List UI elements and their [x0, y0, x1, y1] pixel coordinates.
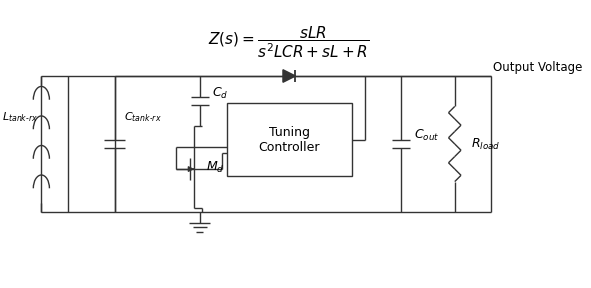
- Text: $\mathit{C}_{\mathit{tank\text{-}rx}}$: $\mathit{C}_{\mathit{tank\text{-}rx}}$: [124, 110, 161, 124]
- Text: Tuning
Controller: Tuning Controller: [258, 126, 320, 154]
- Text: $\mathit{R}_{\mathit{load}}$: $\mathit{R}_{\mathit{load}}$: [471, 137, 501, 151]
- Text: $\mathit{M}_{\mathit{d}}$: $\mathit{M}_{\mathit{d}}$: [206, 160, 225, 175]
- Text: Output Voltage: Output Voltage: [493, 61, 583, 74]
- Text: $\mathit{L}_{\mathit{tank\text{-}rx}}$: $\mathit{L}_{\mathit{tank\text{-}rx}}$: [2, 110, 38, 124]
- Text: $Z(s) = \dfrac{sLR}{s^2LCR + sL + R}$: $Z(s) = \dfrac{sLR}{s^2LCR + sL + R}$: [209, 24, 370, 60]
- Text: $\mathit{C}_{\mathit{out}}$: $\mathit{C}_{\mathit{out}}$: [414, 128, 439, 143]
- Bar: [226, 103, 352, 176]
- Text: $\mathit{C}_{\mathit{d}}$: $\mathit{C}_{\mathit{d}}$: [212, 86, 229, 101]
- Polygon shape: [283, 70, 296, 82]
